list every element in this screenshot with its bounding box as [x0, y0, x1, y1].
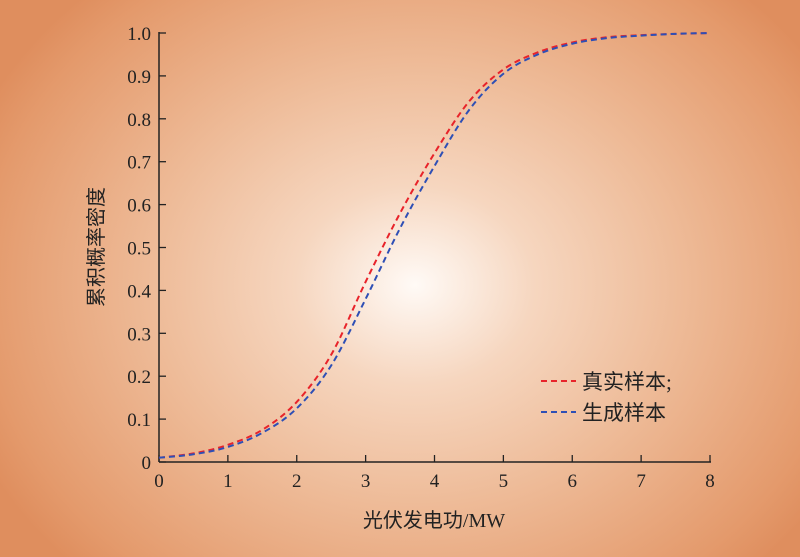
x-tick-label: 7	[636, 471, 646, 492]
legend-label-1: 生成样本	[582, 401, 666, 425]
y-tick-label: 0	[142, 453, 152, 474]
x-tick-label: 1	[223, 471, 233, 492]
y-tick-label: 0.7	[127, 153, 151, 174]
x-tick-label: 2	[292, 471, 302, 492]
y-tick-label: 1.0	[127, 24, 151, 45]
y-axis-label: 累积概率密度	[85, 187, 108, 307]
series-line-0	[158, 32, 711, 459]
y-tick-label: 0.5	[127, 239, 151, 260]
y-tick-label: 0.9	[127, 67, 151, 88]
y-tick-label: 0.3	[127, 324, 151, 345]
x-tick-label: 6	[568, 471, 578, 492]
legend: 真实样本; 生成样本	[541, 370, 672, 425]
y-tick-label: 0.1	[127, 410, 151, 431]
y-tick-label: 0.4	[127, 281, 151, 302]
x-tick-label: 8	[705, 471, 715, 492]
series-lines	[158, 32, 711, 459]
y-tick-label: 0.2	[127, 367, 151, 388]
x-axis-label: 光伏发电功/MW	[363, 509, 505, 532]
axes: 0 1 2 3 4 5 6 7 8 0 0.1 0.2 0.3 0.4 0.5 0.6 0.7 0.8 0.9 1.0	[127, 24, 715, 492]
x-tick-label: 5	[499, 471, 509, 492]
x-tick-label: 0	[154, 471, 164, 492]
legend-label-0: 真实样本;	[582, 370, 672, 394]
series-line-1	[158, 32, 711, 459]
x-tick-label: 3	[361, 471, 371, 492]
y-tick-label: 0.6	[127, 196, 151, 217]
y-tick-label: 0.8	[127, 110, 151, 131]
x-tick-label: 4	[430, 471, 440, 492]
